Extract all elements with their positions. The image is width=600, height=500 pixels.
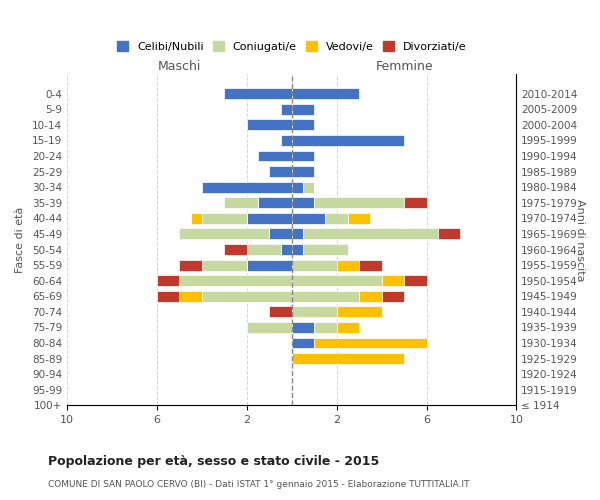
Bar bbox=[269, 306, 292, 318]
Bar bbox=[337, 260, 359, 270]
Bar bbox=[292, 338, 314, 348]
Bar bbox=[292, 260, 337, 270]
Bar bbox=[224, 88, 292, 99]
Bar bbox=[359, 291, 382, 302]
Bar bbox=[157, 275, 179, 286]
Bar bbox=[224, 198, 258, 208]
Bar bbox=[202, 182, 292, 192]
Legend: Celibi/Nubili, Coniugati/e, Vedovi/e, Divorziati/e: Celibi/Nubili, Coniugati/e, Vedovi/e, Di… bbox=[113, 37, 470, 56]
Bar bbox=[292, 182, 303, 192]
Bar bbox=[292, 135, 404, 146]
Bar bbox=[247, 213, 292, 224]
Bar bbox=[292, 198, 314, 208]
Bar bbox=[292, 150, 314, 162]
Bar bbox=[247, 322, 292, 333]
Bar bbox=[303, 244, 348, 255]
Bar bbox=[269, 228, 292, 239]
Bar bbox=[314, 198, 404, 208]
Bar bbox=[202, 213, 247, 224]
Bar bbox=[292, 322, 314, 333]
Text: Popolazione per età, sesso e stato civile - 2015: Popolazione per età, sesso e stato civil… bbox=[48, 455, 379, 468]
Text: Maschi: Maschi bbox=[158, 60, 201, 74]
Bar bbox=[281, 135, 292, 146]
Bar bbox=[292, 104, 314, 115]
Bar bbox=[292, 306, 337, 318]
Bar bbox=[348, 213, 370, 224]
Bar bbox=[382, 275, 404, 286]
Bar bbox=[179, 291, 202, 302]
Y-axis label: Anni di nascita: Anni di nascita bbox=[575, 198, 585, 281]
Y-axis label: Fasce di età: Fasce di età bbox=[15, 206, 25, 273]
Bar bbox=[258, 150, 292, 162]
Bar bbox=[382, 291, 404, 302]
Bar bbox=[314, 338, 427, 348]
Bar bbox=[202, 260, 247, 270]
Bar bbox=[179, 260, 202, 270]
Bar bbox=[325, 213, 348, 224]
Bar bbox=[292, 166, 314, 177]
Bar bbox=[314, 322, 337, 333]
Bar bbox=[258, 198, 292, 208]
Bar bbox=[404, 275, 427, 286]
Bar bbox=[438, 228, 460, 239]
Bar bbox=[281, 104, 292, 115]
Bar bbox=[292, 228, 303, 239]
Bar bbox=[359, 260, 382, 270]
Bar bbox=[337, 306, 382, 318]
Bar bbox=[179, 275, 292, 286]
Bar bbox=[269, 166, 292, 177]
Bar bbox=[224, 244, 247, 255]
Bar bbox=[404, 198, 427, 208]
Bar bbox=[247, 244, 281, 255]
Bar bbox=[292, 213, 325, 224]
Bar bbox=[247, 120, 292, 130]
Bar bbox=[292, 291, 359, 302]
Bar bbox=[157, 291, 179, 302]
Text: Femmine: Femmine bbox=[375, 60, 433, 74]
Bar bbox=[337, 322, 359, 333]
Bar bbox=[247, 260, 292, 270]
Text: COMUNE DI SAN PAOLO CERVO (BI) - Dati ISTAT 1° gennaio 2015 - Elaborazione TUTTI: COMUNE DI SAN PAOLO CERVO (BI) - Dati IS… bbox=[48, 480, 470, 489]
Bar bbox=[292, 244, 303, 255]
Bar bbox=[303, 228, 438, 239]
Bar bbox=[292, 353, 404, 364]
Bar bbox=[202, 291, 292, 302]
Bar bbox=[281, 244, 292, 255]
Bar bbox=[179, 228, 269, 239]
Bar bbox=[292, 120, 314, 130]
Bar bbox=[303, 182, 314, 192]
Bar bbox=[292, 275, 382, 286]
Bar bbox=[191, 213, 202, 224]
Bar bbox=[292, 88, 359, 99]
